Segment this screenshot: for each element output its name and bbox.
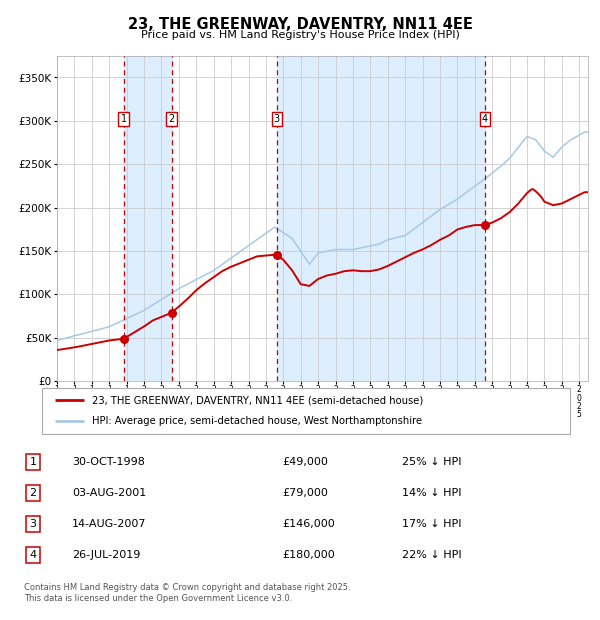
Text: 17% ↓ HPI: 17% ↓ HPI xyxy=(402,519,461,529)
Text: HPI: Average price, semi-detached house, West Northamptonshire: HPI: Average price, semi-detached house,… xyxy=(92,417,422,427)
Text: 2: 2 xyxy=(29,488,37,498)
Text: Contains HM Land Registry data © Crown copyright and database right 2025.
This d: Contains HM Land Registry data © Crown c… xyxy=(24,583,350,603)
Text: 22% ↓ HPI: 22% ↓ HPI xyxy=(402,550,461,560)
Text: 4: 4 xyxy=(29,550,37,560)
Text: £49,000: £49,000 xyxy=(282,457,328,467)
Text: 26-JUL-2019: 26-JUL-2019 xyxy=(72,550,140,560)
Text: 4: 4 xyxy=(482,114,488,124)
Text: Price paid vs. HM Land Registry's House Price Index (HPI): Price paid vs. HM Land Registry's House … xyxy=(140,30,460,40)
Text: 14% ↓ HPI: 14% ↓ HPI xyxy=(402,488,461,498)
Text: 1: 1 xyxy=(121,114,127,124)
Text: 1: 1 xyxy=(29,457,37,467)
Text: 3: 3 xyxy=(274,114,280,124)
Text: 23, THE GREENWAY, DAVENTRY, NN11 4EE: 23, THE GREENWAY, DAVENTRY, NN11 4EE xyxy=(128,17,472,32)
Text: 2: 2 xyxy=(169,114,175,124)
Text: 14-AUG-2007: 14-AUG-2007 xyxy=(72,519,146,529)
Text: 03-AUG-2001: 03-AUG-2001 xyxy=(72,488,146,498)
Text: 30-OCT-1998: 30-OCT-1998 xyxy=(72,457,145,467)
Text: 23, THE GREENWAY, DAVENTRY, NN11 4EE (semi-detached house): 23, THE GREENWAY, DAVENTRY, NN11 4EE (se… xyxy=(92,395,424,405)
Text: £146,000: £146,000 xyxy=(282,519,335,529)
Text: 25% ↓ HPI: 25% ↓ HPI xyxy=(402,457,461,467)
Text: £180,000: £180,000 xyxy=(282,550,335,560)
Bar xyxy=(124,56,172,381)
Bar xyxy=(277,56,485,381)
Text: £79,000: £79,000 xyxy=(282,488,328,498)
Text: 3: 3 xyxy=(29,519,37,529)
